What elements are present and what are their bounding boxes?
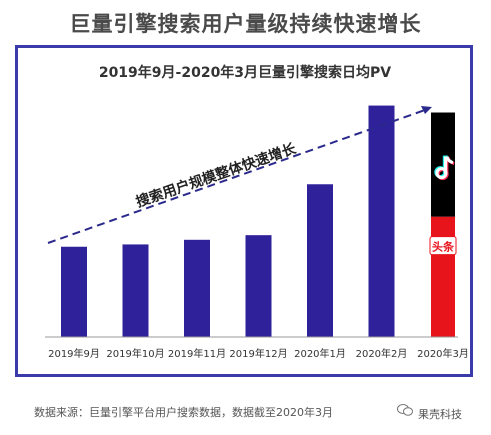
bar-toutiao-segment — [431, 216, 455, 337]
trend-annotation: 搜索用户规模整体快速增长 — [134, 140, 299, 211]
bar — [368, 105, 395, 337]
toutiao-logo-label: 头条 — [432, 240, 455, 254]
bar — [184, 239, 210, 337]
x-tick-label: 2019年11月 — [168, 347, 226, 360]
x-tick-label: 2020年2月 — [356, 347, 408, 360]
x-tick-label: 2019年12月 — [229, 347, 287, 360]
bar — [307, 184, 333, 337]
x-tick-label: 2020年1月 — [294, 347, 346, 360]
wechat-icon — [397, 404, 413, 416]
bar — [122, 244, 149, 337]
toutiao-logo-icon: 头条 — [429, 236, 457, 256]
x-tick-label: 2019年10月 — [106, 347, 164, 360]
watermark: 果壳科技 — [418, 408, 462, 421]
chart-frame — [15, 45, 473, 377]
x-tick-label: 2020年3月 — [417, 347, 469, 360]
bar — [61, 246, 87, 337]
trend-arrow-head — [421, 106, 432, 114]
bar — [245, 235, 272, 337]
page-title: 巨量引擎搜索用户量级持续快速增长 — [69, 12, 422, 36]
douyin-logo-icon — [434, 155, 455, 181]
data-source-note: 数据来源：巨量引擎平台用户搜索数据，数据截至2020年3月 — [34, 406, 333, 419]
trend-arrow-line — [47, 109, 426, 244]
chart-title: 2019年9月-2020年3月巨量引擎搜索日均PV — [99, 64, 391, 81]
x-tick-label: 2019年9月 — [48, 347, 100, 360]
